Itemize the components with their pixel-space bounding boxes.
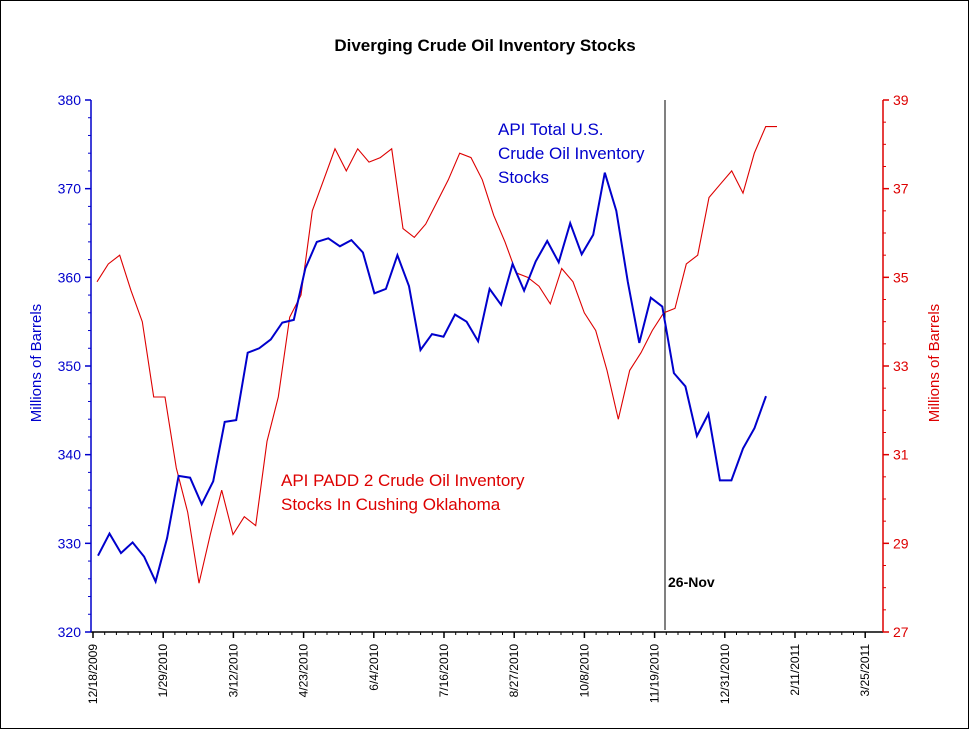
series-line-cushing (96, 126, 777, 584)
marker-label: 26-Nov (668, 574, 715, 590)
y-left-tick-label: 340 (58, 447, 82, 463)
chart-title: Diverging Crude Oil Inventory Stocks (334, 36, 635, 55)
y-axis-left-label: Millions of Barrels (28, 304, 45, 422)
y-ticks-left: 320 330 340 350 360 370 380 (58, 92, 91, 640)
blue-series-annotation-line-2: Crude Oil Inventory (498, 144, 645, 163)
blue-series-annotation-line-1: API Total U.S. (498, 120, 604, 139)
y-right-tick-label: 27 (893, 624, 909, 640)
y-left-tick-label: 380 (58, 92, 82, 108)
x-tick-label: 12/18/2009 (86, 644, 100, 704)
blue-series-annotation-line-3: Stocks (498, 168, 549, 187)
x-tick-label: 3/25/2011 (858, 644, 872, 697)
red-series-annotation-line-2: Stocks In Cushing Oklahoma (281, 495, 501, 514)
x-tick-label: 11/19/2010 (648, 644, 662, 703)
y-right-tick-label: 33 (893, 358, 909, 374)
y-left-tick-label: 370 (58, 181, 82, 197)
red-series-annotation-line-1: API PADD 2 Crude Oil Inventory (281, 471, 525, 490)
x-tick-label: 3/12/2010 (226, 644, 240, 698)
y-left-tick-label: 360 (58, 269, 82, 285)
y-right-tick-label: 37 (893, 181, 909, 197)
y-left-tick-label: 350 (58, 358, 82, 374)
x-tick-label: 8/27/2010 (507, 644, 521, 698)
x-ticks: 12/18/2009 1/29/2010 3/12/2010 4/23/2010 6/4… (86, 632, 872, 704)
y-axis-right-label: Millions of Barrels (926, 304, 943, 422)
x-tick-label: 2/11/2011 (788, 644, 802, 696)
y-right-tick-label: 39 (893, 92, 909, 108)
x-tick-label: 6/4/2010 (367, 644, 381, 691)
x-tick-label: 4/23/2010 (297, 644, 311, 698)
y-right-tick-label: 29 (893, 535, 909, 551)
y-left-tick-label: 330 (58, 535, 82, 551)
y-ticks-right: 27 29 31 33 35 37 39 (883, 92, 909, 640)
y-right-tick-label: 31 (893, 447, 909, 463)
x-tick-label: 12/31/2010 (718, 644, 732, 704)
x-tick-label: 10/8/2010 (577, 644, 591, 698)
y-right-tick-label: 35 (893, 269, 909, 285)
series-line-us-total (97, 172, 767, 585)
x-tick-label: 1/29/2010 (156, 644, 170, 698)
x-tick-label: 7/16/2010 (437, 644, 451, 698)
y-left-tick-label: 320 (58, 624, 82, 640)
